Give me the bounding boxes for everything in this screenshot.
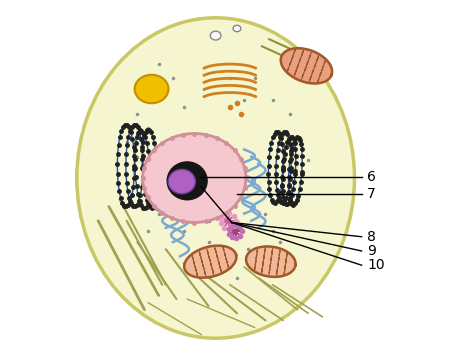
Ellipse shape <box>143 134 246 222</box>
Ellipse shape <box>168 169 195 194</box>
Ellipse shape <box>210 31 221 40</box>
Text: 10: 10 <box>367 258 384 272</box>
Ellipse shape <box>135 75 168 103</box>
Ellipse shape <box>233 25 241 32</box>
Text: 6: 6 <box>367 170 376 184</box>
Ellipse shape <box>77 18 355 338</box>
Polygon shape <box>281 48 332 83</box>
Text: 7: 7 <box>367 187 376 201</box>
Polygon shape <box>246 246 296 277</box>
Text: 8: 8 <box>367 230 376 244</box>
Text: 9: 9 <box>367 244 376 258</box>
Polygon shape <box>184 246 237 278</box>
Ellipse shape <box>166 161 208 200</box>
